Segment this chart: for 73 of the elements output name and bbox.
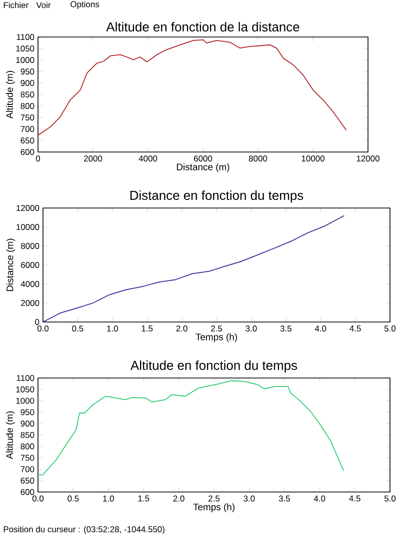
x-tick-label: 1.5: [138, 496, 150, 502]
y-tick-label: 4000: [20, 281, 40, 287]
x-tick-label: 2.0: [176, 326, 188, 332]
x-tick-label: 8000: [248, 156, 268, 162]
text: Fichier: [4, 2, 28, 8]
x-tick-label: 4.5: [350, 326, 361, 332]
y-tick-label: 1100: [16, 34, 34, 40]
x-tick-label: 2.5: [211, 326, 222, 332]
x-tick-label: 4.0: [314, 326, 326, 332]
y-tick-label: 1000: [16, 398, 34, 404]
chart-title: Distance en fonction du temps: [130, 190, 304, 203]
x-tick-label: 4.0: [314, 496, 326, 502]
y-tick-label: 700: [20, 466, 34, 472]
x-tick-label: 0.0: [32, 496, 44, 502]
x-tick-label: 12000: [356, 156, 380, 162]
x-axis-title: Temps (h): [193, 503, 234, 512]
y-tick-label: 850: [20, 92, 34, 98]
y-tick-label: 1000: [16, 57, 34, 63]
x-tick-label: 6000: [194, 156, 212, 162]
x-tick-label: 3.0: [246, 326, 257, 332]
chart-title: Altitude en fonction de la distance: [106, 22, 300, 32]
x-tick-label: 0.0: [37, 326, 49, 332]
x-tick-label: 4000: [138, 156, 158, 162]
y-tick-label: 750: [20, 114, 34, 120]
x-tick-label: 5.0: [384, 326, 396, 332]
x-tick-label: 2.5: [208, 496, 220, 502]
y-tick-label: 700: [20, 126, 34, 132]
y-tick-label: 800: [20, 103, 34, 109]
x-tick-label: 0.5: [72, 326, 84, 332]
y-tick-label: 650: [20, 138, 34, 144]
x-tick-label: 5.0: [384, 496, 396, 502]
x-tick-label: 1.0: [103, 496, 114, 502]
x-tick-label: 2.0: [173, 496, 184, 502]
x-tick-label: 3.0: [244, 496, 255, 502]
y-tick-label: 950: [20, 409, 34, 416]
x-tick-label: 4.5: [349, 496, 360, 502]
y-tick-label: 1050: [16, 386, 34, 392]
y-tick-label: 950: [20, 68, 34, 74]
y-axis-title: Altitude (m): [6, 70, 15, 119]
y-axis-title: Distance (m): [6, 238, 16, 292]
y-tick-label: 900: [20, 420, 34, 427]
text: Options: [70, 1, 100, 9]
y-tick-label: 8000: [21, 243, 40, 249]
line-series: [43, 215, 345, 322]
y-tick-label: 750: [20, 454, 34, 461]
y-tick-label: 850: [20, 432, 34, 438]
x-tick-label: 0.5: [68, 496, 79, 502]
x-tick-label: 1.5: [142, 326, 153, 332]
y-axis-title: Altitude (m): [6, 411, 15, 460]
text: Voir: [36, 2, 51, 8]
y-tick-label: 2000: [21, 300, 40, 306]
x-tick-label: 3.5: [280, 326, 292, 332]
y-tick-label: 650: [20, 478, 34, 484]
y-tick-label: 10000: [16, 224, 40, 230]
line-series: [38, 380, 344, 476]
x-axis-title: Temps (h): [196, 333, 237, 342]
text: Position du curseur : (03:52:28, -1044.550): [4, 526, 164, 534]
chart-title: Altitude en fonction du temps: [130, 360, 298, 373]
y-tick-label: 600: [20, 489, 34, 495]
y-tick-label: 1050: [16, 46, 34, 52]
x-tick-label: 3.5: [278, 496, 290, 502]
y-tick-label: 600: [20, 149, 34, 155]
y-tick-label: 12000: [16, 205, 40, 211]
x-tick-label: 10000: [302, 156, 324, 162]
y-tick-label: 6000: [21, 262, 40, 268]
y-tick-label: 900: [20, 80, 34, 86]
y-tick-label: 800: [20, 443, 34, 450]
y-tick-label: 1100: [16, 375, 34, 381]
x-axis-title: Distance (m): [176, 163, 230, 172]
y-tick-label: 0: [35, 319, 40, 325]
line-series: [38, 39, 347, 136]
x-tick-label: 1.0: [107, 326, 118, 332]
x-tick-label: 2000: [84, 156, 102, 162]
